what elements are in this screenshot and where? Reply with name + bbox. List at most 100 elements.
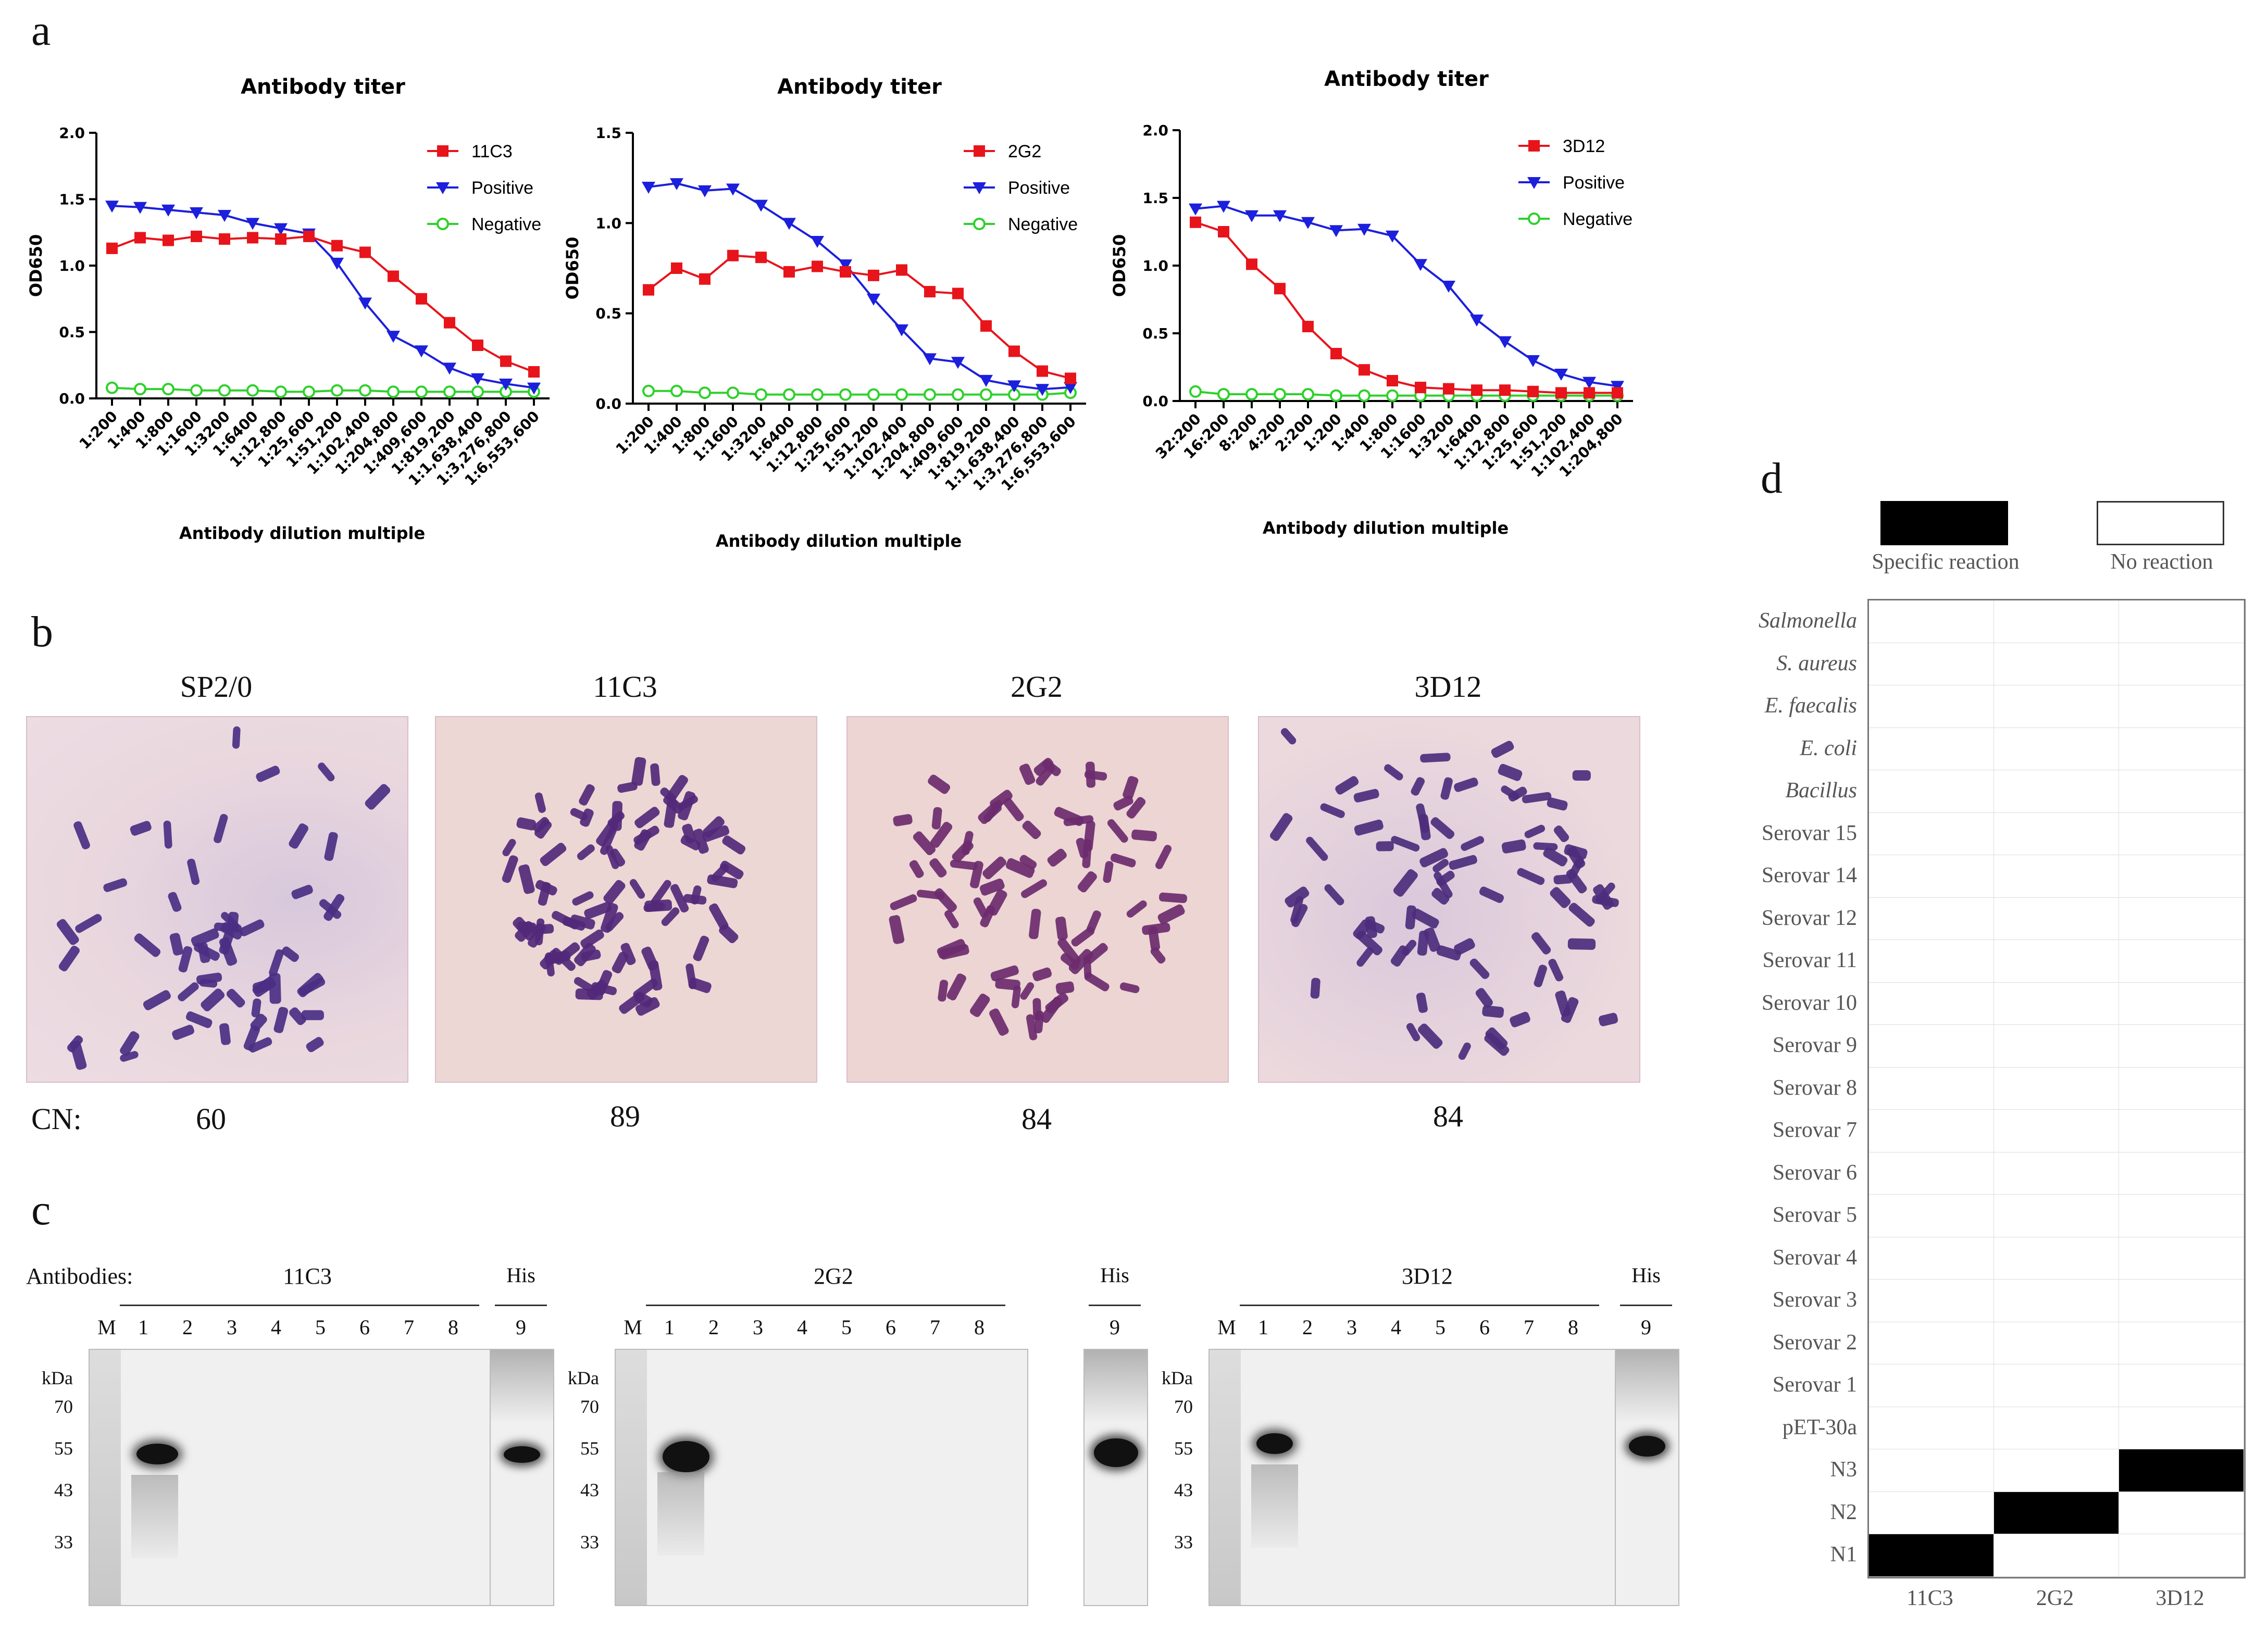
data-point: [1301, 217, 1315, 229]
data-point: [980, 388, 992, 401]
cell-no-reaction: [2119, 728, 2244, 770]
chromosome: [1564, 844, 1588, 860]
cell-no-reaction: [2119, 1492, 2244, 1534]
blot-membrane: [615, 1349, 1028, 1606]
chromosome: [67, 1035, 83, 1052]
cell-no-reaction: [1869, 1449, 1994, 1492]
data-point: [499, 378, 513, 391]
lane-label: 4: [1391, 1315, 1401, 1339]
data-point: [443, 385, 456, 398]
kda-unit-label: kDa: [568, 1368, 599, 1388]
chromosome: [688, 978, 712, 993]
data-point: [924, 286, 936, 298]
chromosome: [219, 1023, 231, 1045]
data-point: [472, 340, 483, 351]
chromosome: [693, 935, 709, 961]
data-point: [811, 388, 824, 401]
blot-membrane: [89, 1349, 502, 1606]
marker-lane: [616, 1350, 647, 1605]
data-point: [1554, 369, 1568, 381]
chromosome-spread-11c3: [502, 757, 746, 1016]
chromosome: [702, 825, 730, 842]
data-point: [331, 384, 343, 397]
chromosome: [1458, 1042, 1471, 1060]
cell-no-reaction: [2119, 643, 2244, 685]
y-tick-label: 0.5: [59, 324, 85, 341]
series-11c3: [106, 230, 540, 378]
data-point: [642, 384, 655, 397]
data-point: [973, 218, 986, 230]
chromosome: [601, 903, 618, 933]
chromosome: [1561, 997, 1579, 1023]
cell-no-reaction: [1994, 1195, 2119, 1237]
his-smear: [491, 1350, 553, 1423]
chromosome: [629, 879, 645, 899]
chromosome: [1534, 964, 1547, 987]
y-tick-label: 1.0: [595, 215, 621, 232]
lane-label: 8: [448, 1315, 458, 1339]
cell-no-reaction: [1869, 812, 1994, 855]
series-2g2: [643, 249, 1076, 384]
cell-no-reaction: [1994, 812, 2119, 855]
legend-specific-swatch: [1880, 501, 2008, 545]
chromosome: [73, 821, 90, 849]
chromosome: [1291, 904, 1308, 928]
x-axis-label: Antibody dilution multiple: [179, 523, 425, 543]
chromosome: [250, 1013, 267, 1031]
lane-label: 7: [1524, 1315, 1534, 1339]
data-point: [895, 324, 908, 336]
data-point: [867, 293, 880, 306]
cell-no-reaction: [1869, 1110, 1994, 1152]
chromosome: [518, 864, 535, 894]
chromosome: [634, 829, 652, 851]
data-point: [1218, 226, 1229, 237]
chromosome: [989, 1008, 1009, 1036]
his-bracket-line: [1089, 1305, 1141, 1306]
chromosome: [58, 945, 80, 972]
chart-title: Antibody titer: [241, 75, 405, 99]
chromosome: [1113, 796, 1133, 811]
chromosome: [596, 820, 618, 847]
marker-lane: [90, 1350, 121, 1605]
row-label: Serovar 15: [1761, 821, 1857, 845]
chromosome: [178, 946, 193, 973]
chromosome: [990, 965, 1019, 982]
chromosome: [552, 948, 576, 971]
protein-band: [136, 1444, 178, 1464]
chromosome: [979, 879, 1005, 896]
legend-label: Positive: [1563, 173, 1625, 193]
kda-tick-label: 33: [54, 1532, 73, 1552]
chromosome: [577, 844, 595, 860]
cell-no-reaction: [1869, 1407, 1994, 1449]
data-point: [812, 260, 823, 272]
chromosome: [299, 977, 326, 996]
kda-tick-label: 70: [1174, 1396, 1193, 1417]
chromosome: [1356, 947, 1374, 967]
series-line: [647, 254, 1071, 380]
chromosome: [545, 952, 555, 977]
chromosome: [1285, 886, 1310, 908]
chromosome: [1354, 819, 1384, 836]
data-point: [1330, 348, 1342, 359]
his-lane-label: 9: [1110, 1315, 1120, 1339]
lane-label: 2: [1302, 1315, 1313, 1339]
cell-no-reaction: [1994, 728, 2119, 770]
chromosome: [1449, 855, 1477, 870]
chromosome: [944, 910, 959, 929]
data-point: [163, 234, 174, 246]
chromosome: [1054, 807, 1084, 826]
kda-tick-label: 43: [1174, 1480, 1193, 1500]
chromosome: [281, 946, 299, 962]
data-point: [1526, 355, 1540, 367]
data-point: [358, 297, 372, 310]
data-point: [218, 210, 231, 222]
band-smear: [657, 1472, 704, 1556]
chromosome: [172, 1024, 194, 1040]
row-label: E. coli: [1800, 736, 1857, 760]
cell-no-reaction: [1869, 940, 1994, 983]
chromosome: [256, 766, 280, 782]
data-point: [670, 178, 683, 191]
cell-no-reaction: [2119, 1025, 2244, 1068]
data-point: [162, 383, 175, 396]
data-point: [782, 218, 796, 230]
